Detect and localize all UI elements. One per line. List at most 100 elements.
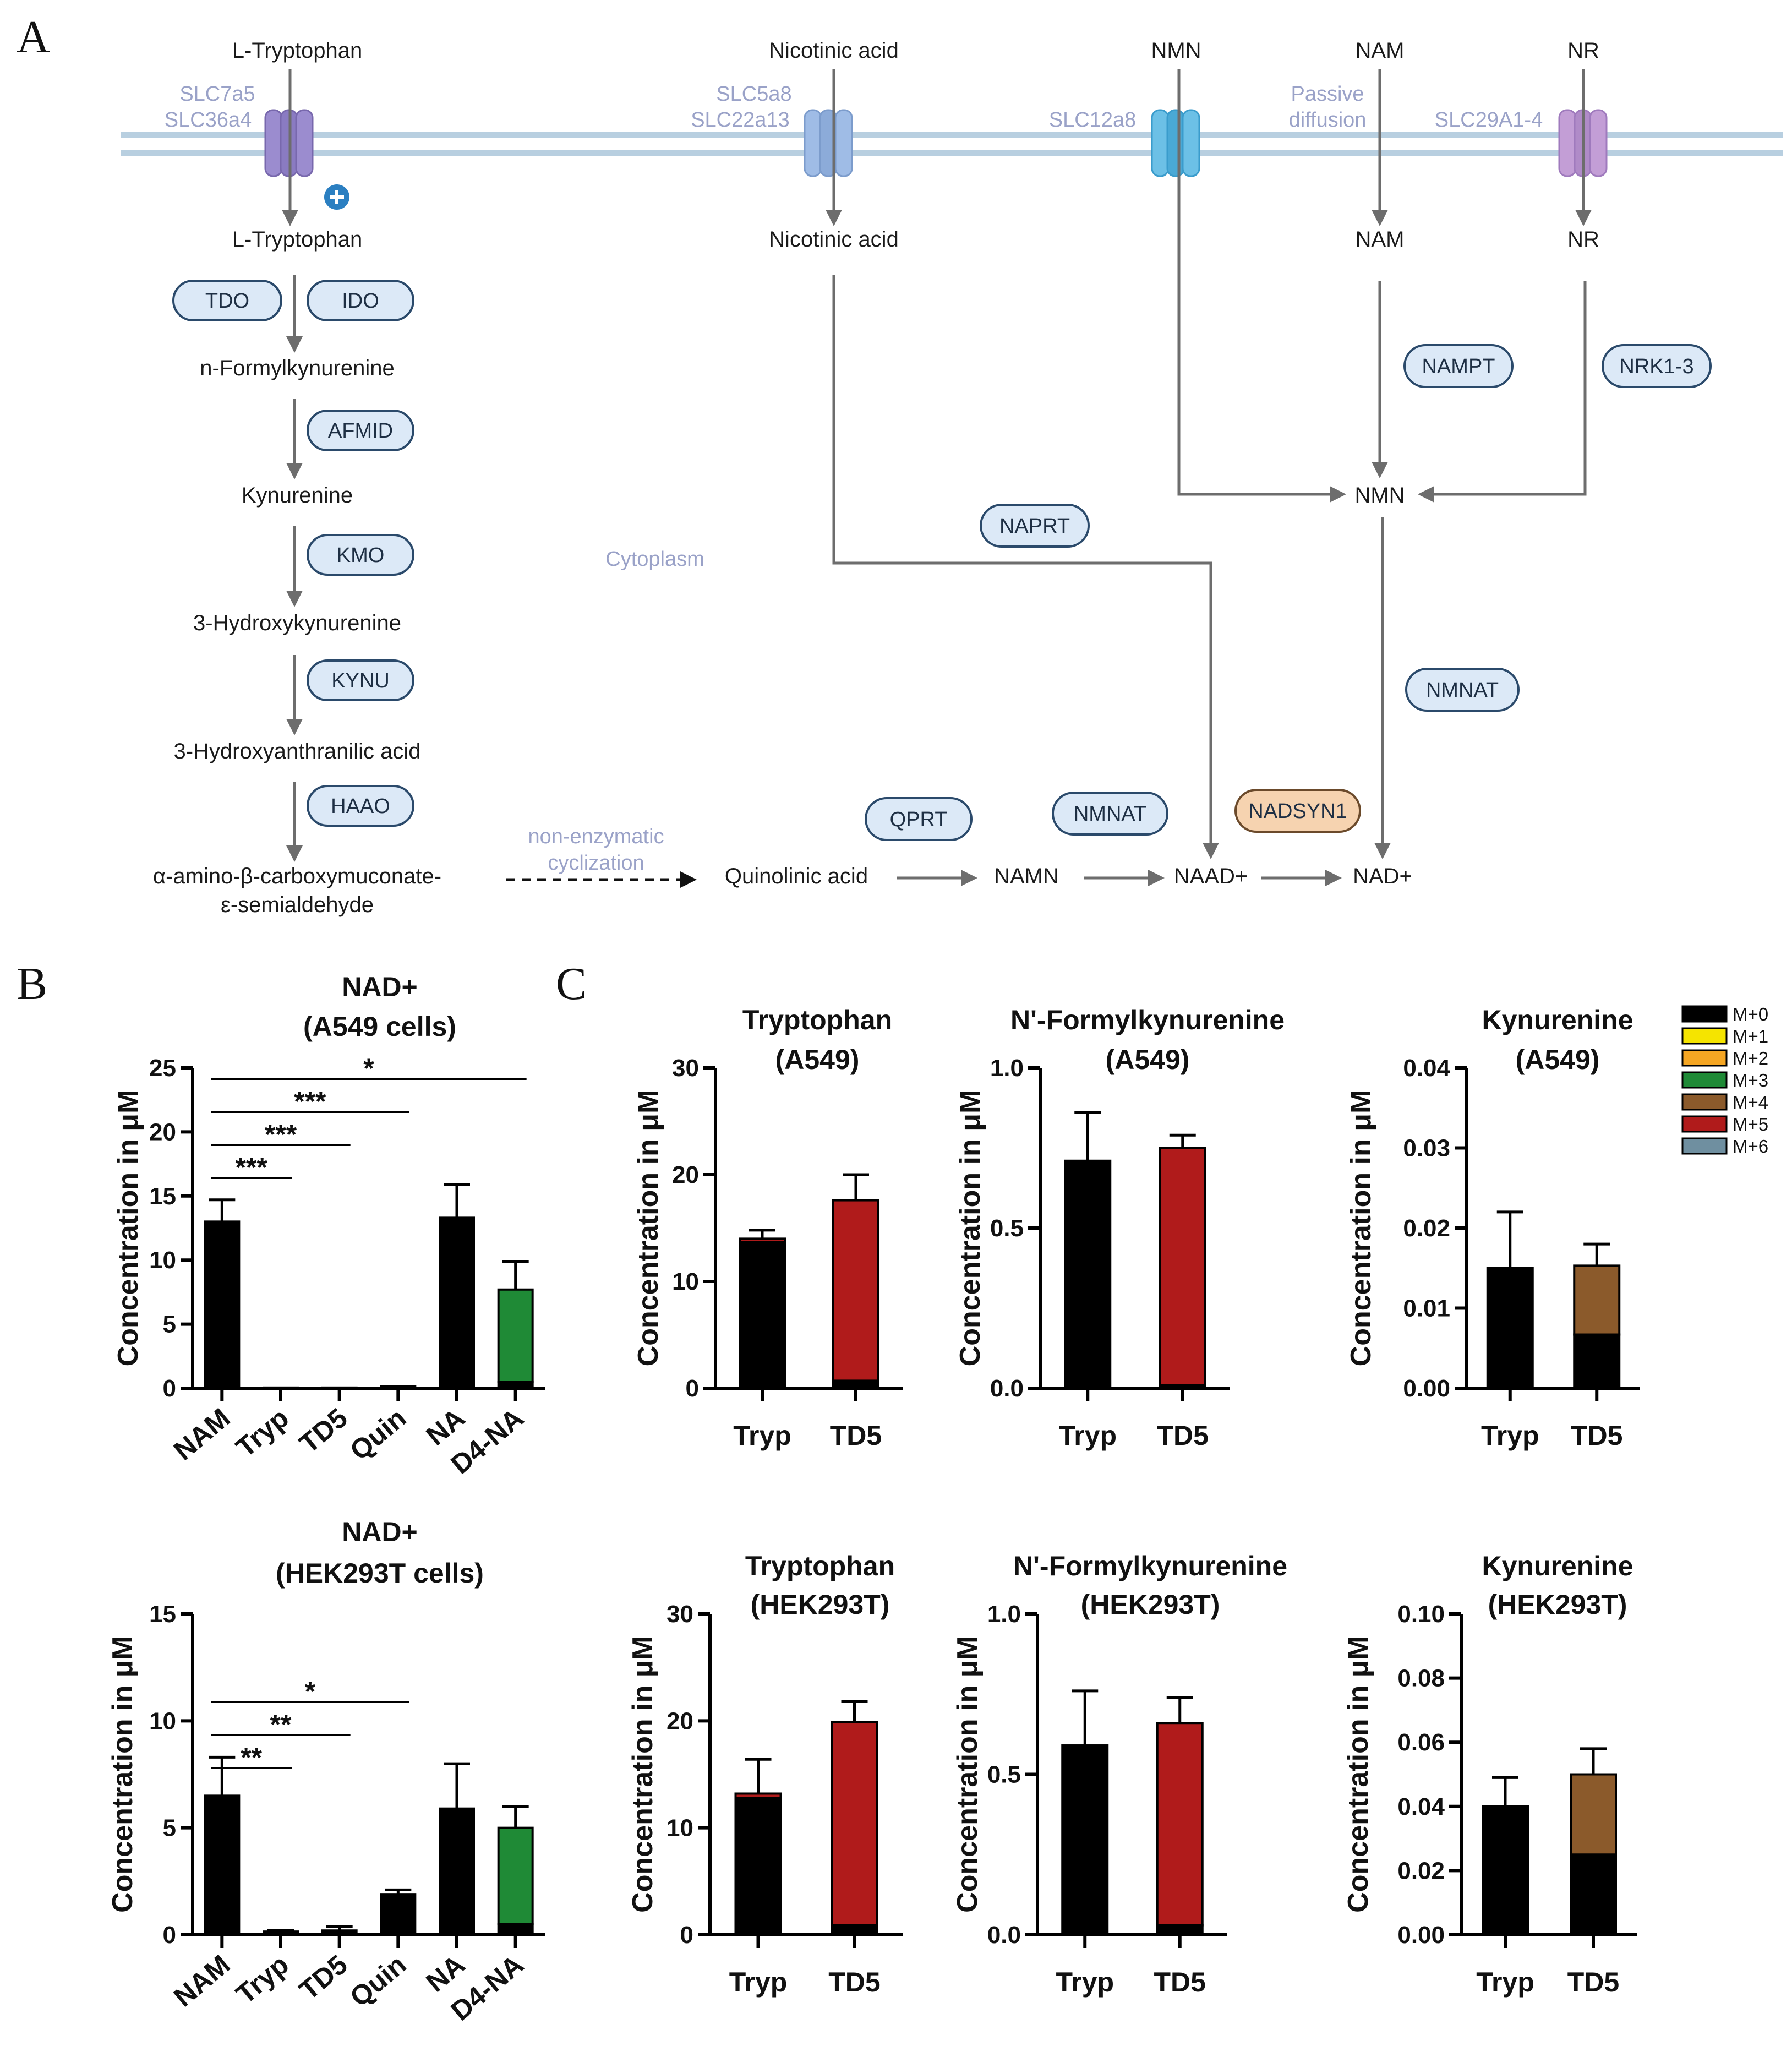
chart-subtitle: (HEK293T): [1488, 1589, 1627, 1620]
svg-text:IDO: IDO: [342, 290, 379, 313]
y-tick-label: 30: [666, 1601, 693, 1628]
y-tick-label: 0.02: [1397, 1857, 1445, 1884]
panel-label-b: B: [17, 958, 47, 1010]
y-tick-label: 0.00: [1403, 1375, 1450, 1402]
y-tick-label: 10: [672, 1268, 699, 1295]
enzyme-qprt: QPRT: [865, 797, 973, 841]
x-category-label: Quin: [344, 1949, 412, 2013]
bar-segment: [497, 1288, 534, 1383]
bar-segment: [1570, 1773, 1617, 1856]
cell-membrane: [121, 132, 1783, 156]
bar-segment: [734, 1797, 782, 1936]
bar-segment: [1570, 1853, 1617, 1936]
x-category-label: Tryp: [230, 1949, 294, 2010]
svg-text:NMNAT: NMNAT: [1426, 679, 1499, 702]
label-slc7a5: SLC7a5: [179, 83, 255, 106]
pathway-diagram: A SLC7a5 SLC36a4 SLC5a: [17, 12, 1783, 917]
bar-segment: [739, 1237, 786, 1243]
met-haa: 3-Hydroxyanthranilic acid: [173, 739, 420, 763]
enzyme-kmo: KMO: [307, 534, 414, 576]
y-tick-label: 20: [666, 1707, 693, 1734]
x-category-label: TD5: [830, 1420, 882, 1451]
x-category-label: TD5: [1157, 1420, 1209, 1451]
svg-text:QPRT: QPRT: [890, 808, 948, 831]
chart-kynurenine-a549: Kynurenine (A549) Concentration in μM 0.00 0…: [1345, 1005, 1640, 1451]
bar-segment: [832, 1199, 879, 1382]
label-nonenzymatic: non-enzymatic: [528, 825, 664, 848]
x-category-label: NAM: [168, 1949, 236, 2013]
bar-segment: [263, 1930, 299, 1936]
bar-segment: [1482, 1805, 1529, 1936]
y-tick-label: 15: [149, 1601, 176, 1628]
chart-title: NAD+: [342, 1516, 418, 1547]
y-tick-label: 0.06: [1397, 1729, 1445, 1756]
legend-label: M+5: [1733, 1114, 1768, 1134]
x-category-label: Tryp: [733, 1420, 791, 1451]
bar-segment: [1573, 1333, 1621, 1389]
met-namn: NAMN: [994, 864, 1059, 888]
y-tick-label: 0.03: [1403, 1135, 1450, 1162]
legend-label: M+0: [1733, 1004, 1768, 1024]
y-tick-label: 30: [672, 1055, 699, 1082]
y-axis-label: Concentration in μM: [112, 1090, 144, 1367]
enzyme-naprt: NAPRT: [980, 504, 1090, 548]
label-slc36a4: SLC36a4: [165, 108, 252, 132]
y-tick-label: 0.04: [1403, 1055, 1450, 1082]
label-slc12a8: SLC12a8: [1049, 108, 1136, 132]
legend-swatch: [1681, 1049, 1728, 1067]
chart-title: NAD+: [342, 972, 418, 1002]
svg-text:KYNU: KYNU: [331, 669, 390, 692]
enzyme-nmnat-1: NMNAT: [1052, 792, 1168, 836]
met-naad: NAAD+: [1174, 864, 1248, 888]
y-tick-label: 0.00: [1397, 1922, 1445, 1949]
legend-swatch: [1681, 1027, 1728, 1045]
panel-label-c: C: [556, 958, 587, 1010]
transporter-slc12a8: [1151, 109, 1200, 177]
y-tick-label: 0.5: [990, 1215, 1024, 1242]
svg-text:HAAO: HAAO: [331, 795, 390, 818]
significance-label: ***: [294, 1086, 326, 1117]
x-category-label: TD5: [1154, 1967, 1206, 1998]
svg-text:NAPRT: NAPRT: [999, 515, 1070, 538]
significance-label: ***: [265, 1119, 297, 1150]
label-cytoplasm: Cytoplasm: [605, 548, 704, 571]
plus-circle-icon: [324, 184, 349, 210]
y-axis-label: Concentration in μM: [954, 1090, 986, 1367]
y-tick-label: 10: [666, 1815, 693, 1842]
x-category-label: TD5: [1567, 1967, 1619, 1998]
chart-formylkynurenine-a549: N'-Formylkynurenine (A549) Concentration i…: [954, 1005, 1285, 1451]
svg-text:AFMID: AFMID: [328, 419, 393, 443]
chart-subtitle: (A549): [1516, 1044, 1600, 1075]
y-tick-label: 0: [163, 1922, 176, 1949]
y-tick-label: 1.0: [987, 1601, 1021, 1628]
bar-segment: [1156, 1722, 1204, 1927]
isotopologue-legend: M+0M+1M+2M+3M+4M+5M+6: [1681, 1004, 1768, 1156]
met-acms-2: ε-semialdehyde: [221, 893, 374, 917]
chart-title: Tryptophan: [745, 1551, 895, 1581]
panel-label-a: A: [17, 12, 50, 63]
chart-title: N'-Formylkynurenine: [1010, 1005, 1285, 1035]
chart-title: N'-Formylkynurenine: [1013, 1551, 1287, 1581]
significance-label: *: [305, 1676, 316, 1707]
chart-subtitle: (A549): [1106, 1044, 1190, 1075]
bar-segment: [497, 1923, 534, 1936]
enzyme-tdo: TDO: [172, 280, 282, 321]
legend-swatch: [1681, 1115, 1728, 1133]
svg-text:TDO: TDO: [205, 290, 249, 313]
label-slc5a8: SLC5a8: [716, 83, 791, 106]
bar-segment: [1573, 1264, 1621, 1336]
bar-segment: [832, 1379, 879, 1389]
x-category-label: Tryp: [729, 1967, 788, 1998]
y-tick-label: 0.02: [1403, 1215, 1450, 1242]
bar-segment: [439, 1216, 475, 1389]
y-tick-label: 0: [163, 1375, 176, 1402]
y-tick-label: 5: [163, 1815, 176, 1842]
y-tick-label: 10: [149, 1247, 176, 1274]
significance-label: *: [363, 1053, 374, 1084]
chart-kynurenine-hek293t: Kynurenine (HEK293T) Concentration in μM 0.…: [1342, 1551, 1637, 1998]
met-kyn: Kynurenine: [242, 483, 353, 508]
svg-text:NRK1-3: NRK1-3: [1619, 355, 1693, 378]
pathway-arrows: [282, 69, 1592, 888]
significance-label: ***: [235, 1152, 267, 1183]
chart-tryptophan-hek293t: Tryptophan (HEK293T) Concentration in μM 0 1…: [627, 1551, 903, 1998]
